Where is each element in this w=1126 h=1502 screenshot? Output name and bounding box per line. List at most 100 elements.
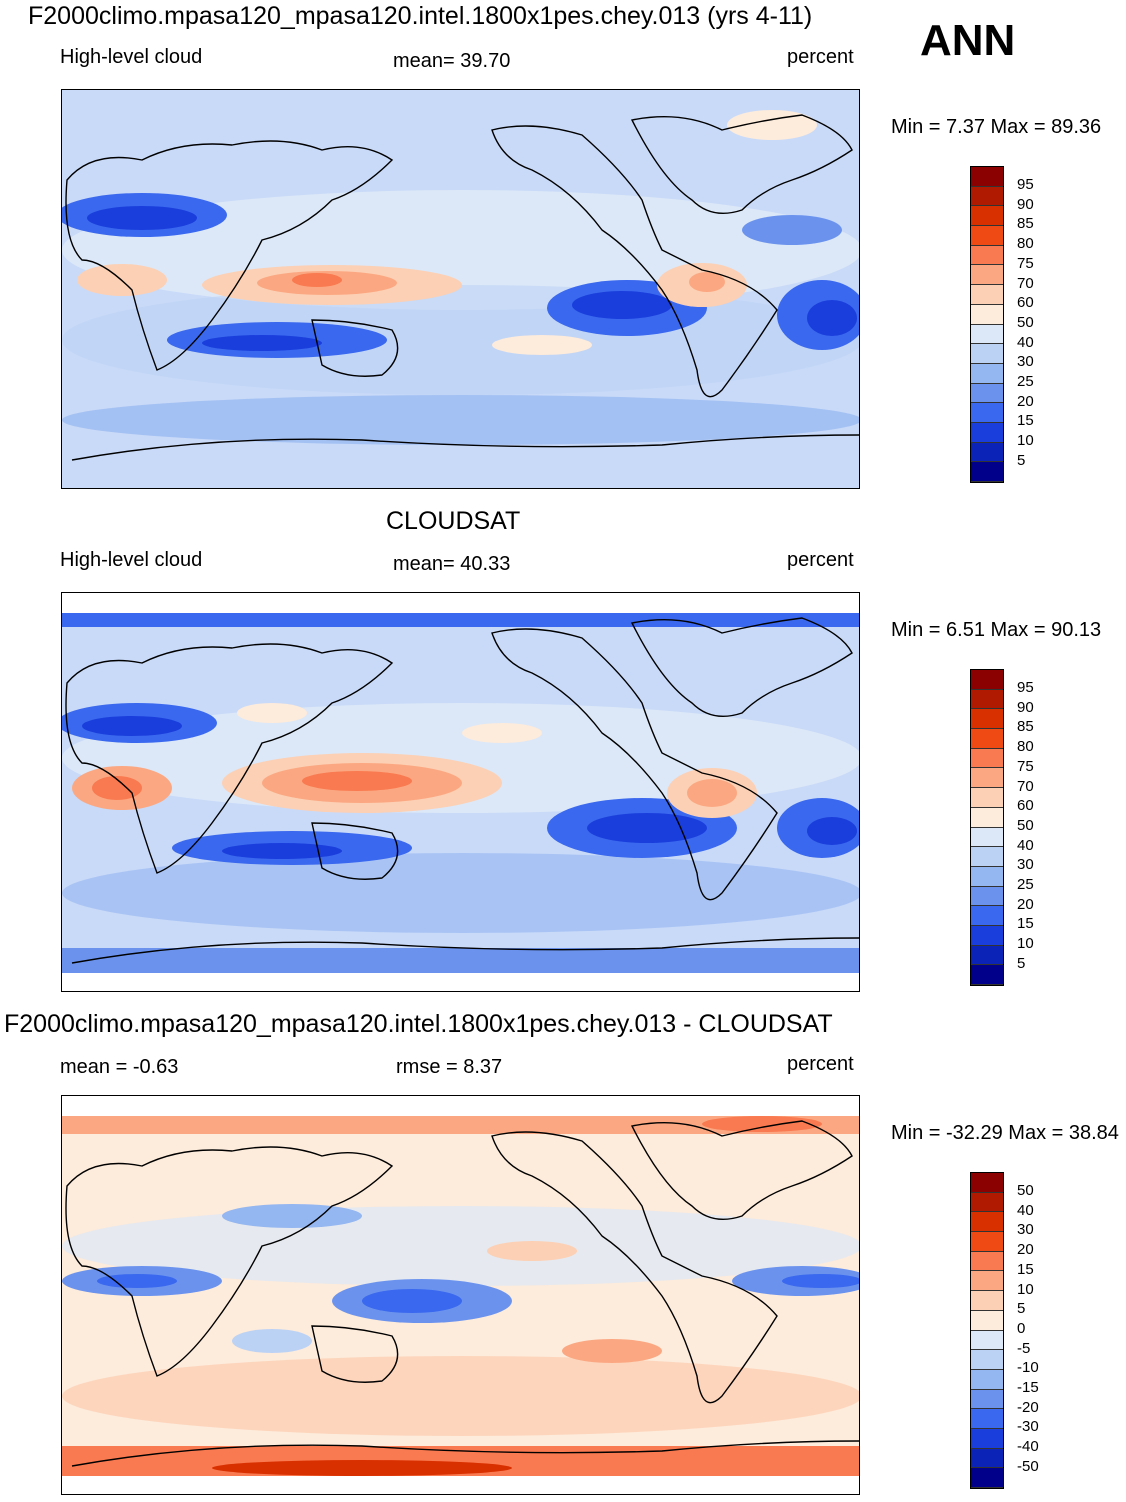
colorbar-swatch xyxy=(971,324,1003,345)
colorbar-tick-label: -5 xyxy=(1017,1339,1031,1357)
colorbar-swatch xyxy=(971,1271,1003,1292)
colorbar-tick-label: 15 xyxy=(1017,1260,1034,1278)
colorbar-tick-label: -40 xyxy=(1017,1438,1039,1456)
colorbar-swatch xyxy=(971,1428,1003,1449)
colorbar-swatch xyxy=(971,729,1003,749)
colorbar-swatch xyxy=(971,1192,1003,1213)
colorbar-swatch xyxy=(971,403,1003,423)
colorbar-swatch xyxy=(971,1409,1003,1429)
colorbar-swatch xyxy=(971,886,1003,907)
colorbar-swatch xyxy=(971,462,1003,482)
colorbar-tick-label: 85 xyxy=(1017,215,1034,233)
colorbar-swatch xyxy=(971,1369,1003,1390)
colorbar-tick-label: 95 xyxy=(1017,679,1034,696)
panel3-colorbar xyxy=(970,1172,1004,1489)
panel3-minmax-label: Min = -32.29 Max = 38.84 xyxy=(891,1122,1119,1144)
colorbar-swatch xyxy=(971,1468,1003,1488)
colorbar-swatch xyxy=(971,709,1003,730)
colorbar-swatch xyxy=(971,768,1003,789)
season-label: ANN xyxy=(920,16,1016,65)
panel2-units-label: percent xyxy=(787,549,854,571)
colorbar-swatch xyxy=(971,1310,1003,1331)
colorbar-tick-label: 15 xyxy=(1017,412,1034,430)
colorbar-swatch xyxy=(971,1232,1003,1252)
panel3-rmse-label: rmse = 8.37 xyxy=(396,1056,503,1078)
colorbar-tick-label: 50 xyxy=(1017,816,1034,834)
colorbar-swatch xyxy=(971,866,1003,887)
colorbar-swatch xyxy=(971,689,1003,710)
panel3-units-label: percent xyxy=(787,1053,854,1075)
colorbar-tick-label: 80 xyxy=(1017,738,1034,756)
panel2-variable-label: High-level cloud xyxy=(60,549,203,571)
panel1-variable-label: High-level cloud xyxy=(60,46,203,68)
colorbar-tick-label: 30 xyxy=(1017,1221,1034,1239)
colorbar-swatch xyxy=(971,670,1003,690)
panel3-colorbar-cells xyxy=(971,1173,1003,1488)
colorbar-tick-label: 0 xyxy=(1017,1319,1026,1337)
panel1-mean-label: mean= 39.70 xyxy=(393,50,511,72)
colorbar-swatch xyxy=(971,167,1003,187)
colorbar-tick-label: 50 xyxy=(1017,1182,1034,1199)
colorbar-swatch xyxy=(971,1251,1003,1272)
colorbar-swatch xyxy=(971,788,1003,808)
colorbar-swatch xyxy=(971,847,1003,867)
colorbar-tick-label: 95 xyxy=(1017,176,1034,193)
colorbar-tick-label: 85 xyxy=(1017,718,1034,736)
colorbar-swatch xyxy=(971,226,1003,246)
panel1-minmax-label: Min = 7.37 Max = 89.36 xyxy=(891,116,1102,138)
colorbar-swatch xyxy=(971,442,1003,463)
panel2-colorbar xyxy=(970,669,1004,986)
colorbar-tick-label: 10 xyxy=(1017,432,1034,450)
colorbar-tick-label: 20 xyxy=(1017,392,1034,410)
colorbar-tick-label: 30 xyxy=(1017,353,1034,371)
panel1-map xyxy=(61,89,860,489)
colorbar-swatch xyxy=(971,245,1003,266)
colorbar-tick-label: 60 xyxy=(1017,797,1034,815)
panel3-mean-label: mean = -0.63 xyxy=(60,1056,179,1078)
colorbar-tick-label: 40 xyxy=(1017,333,1034,351)
colorbar-swatch xyxy=(971,1330,1003,1351)
colorbar-tick-label: 20 xyxy=(1017,1241,1034,1259)
colorbar-swatch xyxy=(971,945,1003,966)
colorbar-tick-label: 70 xyxy=(1017,777,1034,795)
colorbar-tick-label: -30 xyxy=(1017,1418,1039,1436)
panel1-colorbar-cells xyxy=(971,167,1003,482)
colorbar-swatch xyxy=(971,1291,1003,1311)
colorbar-tick-label: 5 xyxy=(1017,954,1026,972)
colorbar-swatch xyxy=(971,304,1003,325)
colorbar-swatch xyxy=(971,206,1003,227)
colorbar-tick-label: 75 xyxy=(1017,254,1034,272)
panel3-title: F2000climo.mpasa120_mpasa120.intel.1800x… xyxy=(4,1010,833,1038)
colorbar-tick-label: -50 xyxy=(1017,1457,1039,1475)
panel3-map xyxy=(61,1095,860,1495)
colorbar-tick-label: 70 xyxy=(1017,274,1034,292)
colorbar-swatch xyxy=(971,285,1003,305)
colorbar-tick-label: 90 xyxy=(1017,698,1034,716)
colorbar-tick-label: 80 xyxy=(1017,235,1034,253)
colorbar-tick-label: -20 xyxy=(1017,1398,1039,1416)
colorbar-swatch xyxy=(971,965,1003,985)
colorbar-swatch xyxy=(971,827,1003,848)
panel2-mean-label: mean= 40.33 xyxy=(393,553,511,575)
panel2-title: CLOUDSAT xyxy=(386,507,521,535)
colorbar-tick-label: 25 xyxy=(1017,373,1034,390)
colorbar-tick-label: 25 xyxy=(1017,876,1034,893)
panel2-minmax-label: Min = 6.51 Max = 90.13 xyxy=(891,619,1102,641)
colorbar-swatch xyxy=(971,383,1003,404)
colorbar-swatch xyxy=(971,906,1003,926)
colorbar-swatch xyxy=(971,363,1003,384)
colorbar-swatch xyxy=(971,422,1003,443)
colorbar-swatch xyxy=(971,925,1003,946)
colorbar-tick-label: 15 xyxy=(1017,915,1034,933)
colorbar-tick-label: -15 xyxy=(1017,1379,1039,1396)
panel1-colorbar xyxy=(970,166,1004,483)
colorbar-tick-label: 90 xyxy=(1017,195,1034,213)
colorbar-swatch xyxy=(971,748,1003,769)
colorbar-swatch xyxy=(971,1389,1003,1410)
colorbar-tick-label: 50 xyxy=(1017,313,1034,331)
panel1-units-label: percent xyxy=(787,46,854,68)
colorbar-tick-label: 5 xyxy=(1017,1300,1026,1318)
colorbar-swatch xyxy=(971,807,1003,828)
colorbar-tick-label: 10 xyxy=(1017,1280,1034,1298)
colorbar-tick-label: 60 xyxy=(1017,294,1034,312)
